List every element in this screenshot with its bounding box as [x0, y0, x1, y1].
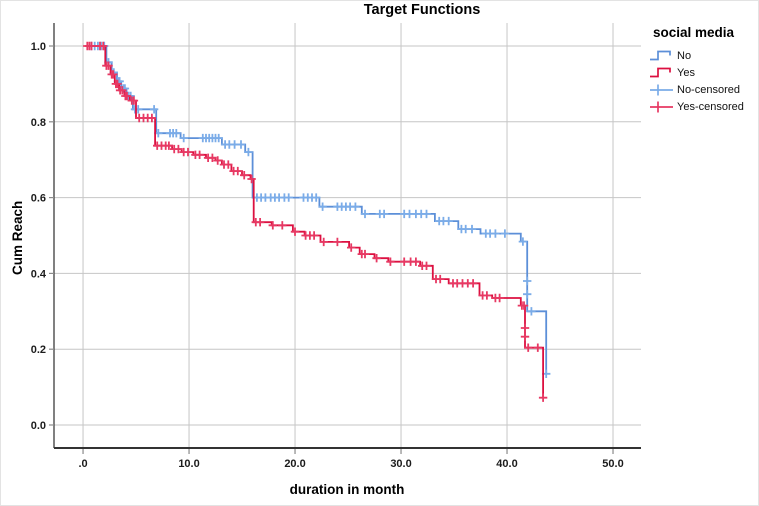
x-tick-marks: [82, 449, 614, 454]
x-tick-label: .0: [78, 458, 87, 470]
legend-item-label: No: [677, 49, 692, 62]
legend-item-yes-censored: Yes-censored: [649, 98, 744, 115]
series-line-yes: [85, 45, 544, 398]
y-tick-label: 0.8: [31, 117, 46, 129]
x-tick-label: 20.0: [284, 458, 305, 470]
y-gridlines: [54, 45, 641, 426]
x-axis-title: duration in month: [289, 482, 405, 497]
legend-items: No Yes No-censored Yes-censored: [649, 47, 744, 115]
y-tick-label: 0.4: [31, 268, 47, 280]
legend-item-label: Yes: [677, 66, 695, 79]
y-tick-marks: [49, 45, 54, 426]
legend-item-no: No: [649, 47, 744, 64]
series-censor-marks-yes: [83, 41, 548, 402]
y-tick-label: 0.2: [31, 344, 46, 356]
legend-item-label: Yes-censored: [677, 100, 744, 113]
series-line-no: [86, 45, 548, 374]
x-gridlines: [82, 23, 614, 448]
y-tick-label: 0.6: [31, 193, 46, 205]
x-tick-labels: .0 10.0 20.0 30.0 40.0 50.0: [78, 458, 623, 470]
censored-plus-icon: [650, 101, 673, 113]
legend-item-no-censored: No-censored: [649, 81, 744, 98]
censored-plus-icon: [650, 84, 673, 96]
y-tick-labels: 0.0 0.2 0.4 0.6 0.8 1.0: [31, 41, 47, 432]
step-line-icon: [650, 67, 671, 78]
x-tick-label: 30.0: [390, 458, 411, 470]
series-censor-marks-no: [87, 41, 551, 378]
legend-item-label: No-censored: [677, 83, 740, 96]
chart-title: Target Functions: [363, 2, 481, 18]
legend-item-yes: Yes: [649, 64, 744, 81]
legend: social media No Yes No-censored Yes-censore…: [649, 25, 744, 115]
step-line-icon: [650, 50, 671, 61]
x-tick-label: 40.0: [496, 458, 517, 470]
x-tick-label: 50.0: [602, 458, 623, 470]
x-tick-label: 10.0: [178, 458, 199, 470]
y-tick-label: 1.0: [31, 41, 46, 53]
y-axis-title: Cum Reach: [10, 200, 25, 275]
y-tick-label: 0.0: [31, 420, 46, 432]
legend-title: social media: [653, 25, 735, 40]
